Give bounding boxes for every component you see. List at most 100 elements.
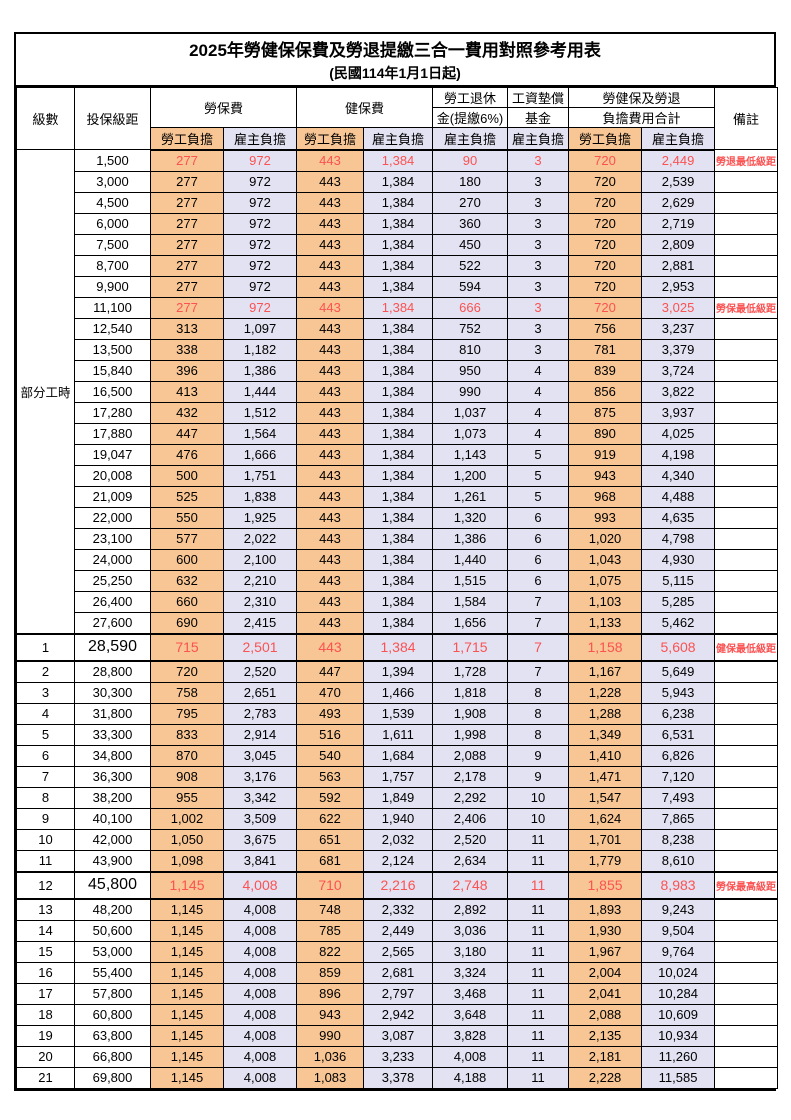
table-row: 9,900 277 972 443 1,384 594 3 720 2,953 <box>17 275 779 298</box>
pension-employer-cell: 3,324 <box>432 961 509 984</box>
remark-cell <box>714 723 779 746</box>
health-employer-cell: 1,384 <box>363 149 434 172</box>
total-employee-cell: 720 <box>568 296 643 319</box>
page-title: 2025年勞健保保費及勞退提繳三合一費用對照參考用表 <box>189 41 601 60</box>
salary-cell: 28,590 <box>74 632 151 662</box>
health-employee-cell: 470 <box>296 681 365 704</box>
level-cell: 15 <box>16 940 75 963</box>
health-employer-cell: 1,466 <box>363 681 434 704</box>
wage-fund-cell: 5 <box>507 464 570 487</box>
total-employee-cell: 1,779 <box>568 849 643 873</box>
col-header-pension-line1: 勞工退休 <box>432 86 509 108</box>
table-row: 13 48,200 1,145 4,008 748 2,332 2,892 11 1,893 9,… <box>16 898 779 921</box>
health-employer-cell: 1,384 <box>363 632 434 662</box>
total-employee-cell: 2,135 <box>568 1024 643 1047</box>
health-employer-cell: 1,384 <box>363 527 434 550</box>
labor-employee-cell: 1,145 <box>150 870 224 900</box>
total-employee-cell: 2,041 <box>568 982 643 1005</box>
pension-employer-cell: 990 <box>432 380 509 403</box>
salary-cell: 17,880 <box>74 422 151 445</box>
pension-employer-cell: 90 <box>432 149 509 172</box>
fee-reference-table: 2025年勞健保保費及勞退提繳三合一費用對照參考用表 (民國114年1月1日起)… <box>14 32 779 1091</box>
salary-cell: 3,000 <box>74 170 151 193</box>
col-header-total-line2: 負擔費用合計 <box>568 106 716 128</box>
pension-employer-cell: 3,036 <box>432 919 509 942</box>
salary-cell: 27,600 <box>74 611 151 635</box>
level-cell: 18 <box>16 1003 75 1026</box>
wage-fund-cell: 3 <box>507 317 570 340</box>
labor-employer-cell: 4,008 <box>222 1045 298 1068</box>
pension-employer-cell: 810 <box>432 338 509 361</box>
health-employee-cell: 443 <box>296 191 365 214</box>
wage-fund-cell: 9 <box>507 744 570 767</box>
pension-employer-cell: 950 <box>432 359 509 382</box>
salary-cell: 38,200 <box>74 786 151 809</box>
total-employee-cell: 1,930 <box>568 919 643 942</box>
salary-cell: 42,000 <box>74 828 151 851</box>
health-employer-cell: 1,384 <box>363 464 434 487</box>
health-employer-cell: 1,384 <box>363 401 434 424</box>
labor-employee-cell: 277 <box>150 212 224 235</box>
health-employer-cell: 3,233 <box>363 1045 434 1068</box>
pension-employer-cell: 1,656 <box>432 611 509 635</box>
salary-cell: 4,500 <box>74 191 151 214</box>
labor-employer-cell: 1,751 <box>222 464 298 487</box>
wage-fund-cell: 3 <box>507 170 570 193</box>
labor-employee-cell: 660 <box>150 590 224 613</box>
labor-employer-cell: 2,022 <box>222 527 298 550</box>
total-employer-cell: 6,238 <box>641 702 716 725</box>
total-employer-cell: 3,025 <box>641 296 716 319</box>
health-employer-cell: 1,384 <box>363 422 434 445</box>
labor-employee-cell: 1,145 <box>150 919 224 942</box>
health-employee-cell: 493 <box>296 702 365 725</box>
total-employee-cell: 1,967 <box>568 940 643 963</box>
labor-employer-cell: 3,841 <box>222 849 298 873</box>
pension-employer-cell: 450 <box>432 233 509 256</box>
level-cell: 16 <box>16 961 75 984</box>
health-employer-cell: 1,539 <box>363 702 434 725</box>
remark-cell <box>714 961 779 984</box>
salary-cell: 16,500 <box>74 380 151 403</box>
level-cell: 1 <box>16 632 75 662</box>
remark-cell <box>714 506 779 529</box>
remark-cell: 勞退最低級距 <box>714 149 779 172</box>
wage-fund-cell: 8 <box>507 681 570 704</box>
salary-cell: 50,600 <box>74 919 151 942</box>
remark-cell <box>714 1066 779 1089</box>
health-employee-cell: 443 <box>296 149 365 172</box>
health-employer-cell: 1,384 <box>363 275 434 298</box>
table-row: 19 63,800 1,145 4,008 990 3,087 3,828 11 2,135 10… <box>16 1024 779 1047</box>
level-cell: 14 <box>16 919 75 942</box>
wage-fund-cell: 3 <box>507 149 570 172</box>
salary-cell: 8,700 <box>74 254 151 277</box>
labor-employer-cell: 4,008 <box>222 982 298 1005</box>
remark-cell <box>714 380 779 403</box>
table-row: 20,008 500 1,751 443 1,384 1,200 5 943 4,340 <box>17 464 779 487</box>
health-employee-cell: 443 <box>296 170 365 193</box>
health-employee-cell: 748 <box>296 898 365 921</box>
wage-fund-cell: 3 <box>507 254 570 277</box>
total-employee-cell: 1,855 <box>568 870 643 900</box>
wage-fund-cell: 11 <box>507 919 570 942</box>
remark-cell <box>714 359 779 382</box>
labor-employee-cell: 1,145 <box>150 1024 224 1047</box>
total-employer-cell: 7,120 <box>641 765 716 788</box>
wage-fund-cell: 11 <box>507 1024 570 1047</box>
total-employer-cell: 6,531 <box>641 723 716 746</box>
health-employee-cell: 651 <box>296 828 365 851</box>
labor-employee-cell: 795 <box>150 702 224 725</box>
remark-cell <box>714 898 779 921</box>
labor-employee-cell: 577 <box>150 527 224 550</box>
health-employee-cell: 443 <box>296 380 365 403</box>
pension-employer-cell: 360 <box>432 212 509 235</box>
remark-cell <box>714 828 779 851</box>
pension-employer-cell: 522 <box>432 254 509 277</box>
health-employer-cell: 3,087 <box>363 1024 434 1047</box>
health-employer-cell: 1,384 <box>363 485 434 508</box>
salary-cell: 57,800 <box>74 982 151 1005</box>
total-employer-cell: 5,115 <box>641 569 716 592</box>
table-row: 8 38,200 955 3,342 592 1,849 2,292 10 1,547 7,493 <box>16 786 779 809</box>
table-row: 11,100 277 972 443 1,384 666 3 720 3,025 勞保最低級距 <box>17 296 779 319</box>
salary-cell: 22,000 <box>74 506 151 529</box>
total-employee-cell: 1,349 <box>568 723 643 746</box>
